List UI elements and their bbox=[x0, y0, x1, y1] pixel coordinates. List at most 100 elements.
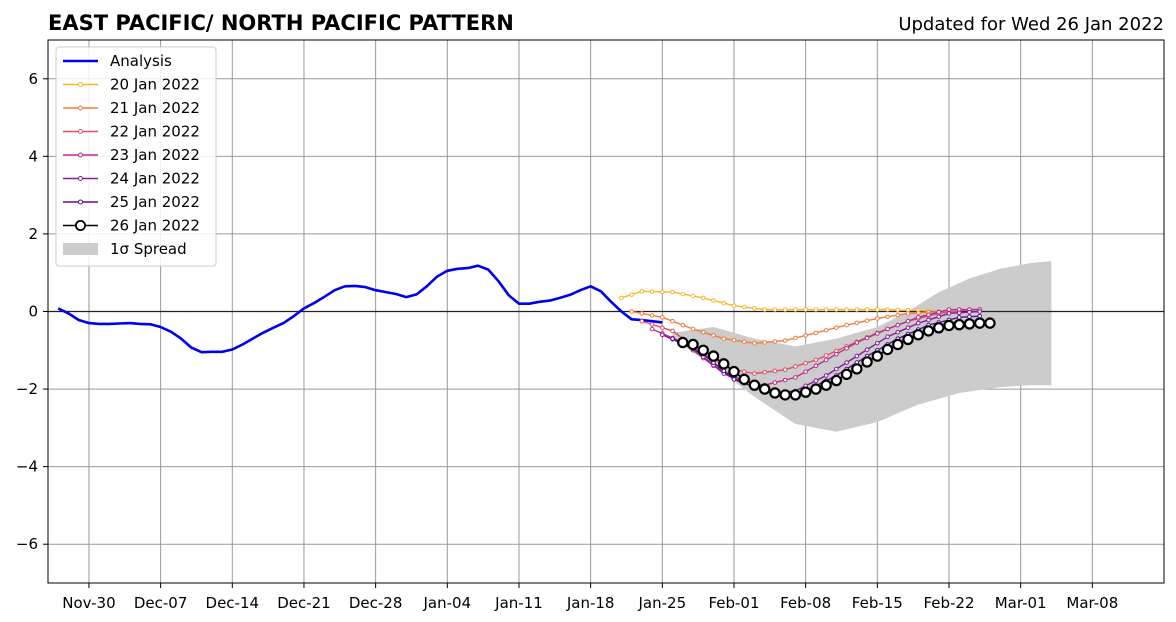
current-forecast-point bbox=[902, 333, 914, 346]
forecast-point bbox=[823, 373, 829, 378]
y-tick-label: 0 bbox=[28, 303, 38, 321]
y-tick-label: 4 bbox=[28, 147, 38, 165]
forecast-point bbox=[946, 311, 952, 316]
x-tick-label: Nov-30 bbox=[62, 594, 115, 612]
forecast-point bbox=[741, 304, 747, 310]
forecast-point bbox=[956, 315, 962, 320]
current-forecast-point bbox=[984, 317, 996, 329]
forecast-point bbox=[782, 307, 788, 312]
forecast-point bbox=[752, 341, 757, 346]
forecast-point bbox=[741, 369, 747, 374]
forecast-point bbox=[660, 325, 665, 330]
x-tick-label: Dec-14 bbox=[206, 594, 260, 612]
forecast-point bbox=[834, 366, 839, 372]
forecast-point bbox=[690, 326, 696, 332]
legend-box bbox=[55, 46, 217, 267]
current-forecast-point bbox=[912, 329, 924, 341]
forecast-point bbox=[854, 320, 860, 326]
forecast-point bbox=[762, 307, 767, 312]
current-forecast-point bbox=[922, 325, 935, 337]
x-tick-label: Mar-08 bbox=[1066, 594, 1118, 612]
x-tick-label: Jan-18 bbox=[566, 594, 615, 612]
y-tick-label: −6 bbox=[16, 535, 38, 553]
current-forecast-point bbox=[943, 319, 955, 332]
y-tick-label: −2 bbox=[16, 380, 38, 398]
forecast-point bbox=[946, 307, 952, 312]
forecast-point bbox=[905, 325, 911, 330]
forecast-point bbox=[844, 307, 849, 312]
legend-label: 22 Jan 2022 bbox=[110, 123, 200, 141]
current-forecast-point bbox=[728, 365, 740, 378]
forecast-point bbox=[875, 331, 880, 336]
legend-label: Analysis bbox=[110, 52, 172, 70]
x-tick-label: Feb-01 bbox=[708, 594, 759, 612]
legend-item: 24 Jan 2022 bbox=[63, 170, 200, 188]
current-forecast-point bbox=[789, 389, 802, 401]
forecast-point bbox=[660, 289, 665, 295]
forecast-point bbox=[875, 316, 880, 321]
forecast-point bbox=[885, 314, 890, 320]
current-forecast-point bbox=[697, 344, 709, 356]
x-tick-label: Feb-08 bbox=[780, 594, 831, 612]
legend-marker bbox=[78, 82, 83, 87]
forecast-point bbox=[813, 378, 819, 383]
forecast-point bbox=[905, 318, 911, 324]
forecast-point bbox=[915, 310, 921, 316]
legend-item: 22 Jan 2022 bbox=[63, 123, 200, 141]
forecast-point bbox=[670, 336, 675, 341]
x-tick-label: Mar-01 bbox=[995, 594, 1047, 612]
forecast-point bbox=[629, 292, 634, 297]
current-forecast-point bbox=[974, 317, 986, 329]
legend: Analysis 20 Jan 2022 21 Jan 2022 22 Jan 202… bbox=[55, 46, 217, 267]
forecast-point bbox=[834, 325, 839, 330]
forecast-point bbox=[844, 322, 849, 328]
forecast-point bbox=[823, 327, 829, 333]
forecast-point bbox=[700, 329, 706, 335]
forecast-point bbox=[823, 307, 829, 312]
legend-item: 25 Jan 2022 bbox=[63, 193, 200, 211]
y-tick-label: 6 bbox=[28, 70, 38, 88]
current-forecast-point bbox=[687, 338, 699, 351]
forecast-point bbox=[936, 314, 942, 319]
forecast-point bbox=[895, 307, 901, 313]
forecast-point bbox=[803, 333, 808, 338]
current-forecast-point bbox=[830, 374, 843, 387]
forecast-point bbox=[793, 307, 798, 312]
legend-marker bbox=[78, 176, 83, 181]
forecast-point bbox=[885, 334, 890, 340]
x-tick-label: Feb-22 bbox=[923, 594, 974, 612]
forecast-point bbox=[875, 307, 880, 312]
x-tick-label: Jan-25 bbox=[637, 594, 686, 612]
legend-label: 24 Jan 2022 bbox=[110, 170, 200, 188]
forecast-point bbox=[895, 312, 901, 318]
legend-marker bbox=[78, 129, 83, 134]
forecast-point bbox=[660, 332, 665, 338]
forecast-point bbox=[721, 300, 727, 306]
forecast-point bbox=[731, 337, 737, 343]
forecast-point bbox=[782, 338, 788, 343]
legend-item: 21 Jan 2022 bbox=[63, 99, 200, 117]
forecast-point bbox=[936, 309, 942, 315]
legend-item: 1σ Spread bbox=[63, 240, 187, 258]
forecast-point bbox=[977, 313, 983, 319]
current-forecast-point bbox=[953, 318, 965, 331]
forecast-point bbox=[762, 369, 767, 375]
forecast-point bbox=[854, 353, 860, 359]
legend-marker bbox=[78, 152, 83, 158]
forecast-point bbox=[639, 311, 645, 316]
forecast-point bbox=[629, 309, 634, 314]
forecast-point bbox=[895, 329, 901, 335]
forecast-point bbox=[782, 367, 788, 372]
forecast-point bbox=[762, 340, 767, 345]
forecast-point bbox=[793, 364, 798, 369]
current-forecast-point bbox=[933, 322, 945, 334]
forecast-point bbox=[700, 295, 706, 301]
forecast-point bbox=[690, 293, 696, 299]
forecast-point bbox=[977, 309, 983, 314]
analysis-line bbox=[57, 264, 663, 354]
legend-label: 1σ Spread bbox=[110, 240, 187, 258]
forecast-point bbox=[741, 339, 747, 345]
x-tick-label: Jan-04 bbox=[422, 594, 471, 612]
forecast-series bbox=[629, 309, 962, 346]
forecast-point bbox=[875, 340, 880, 346]
